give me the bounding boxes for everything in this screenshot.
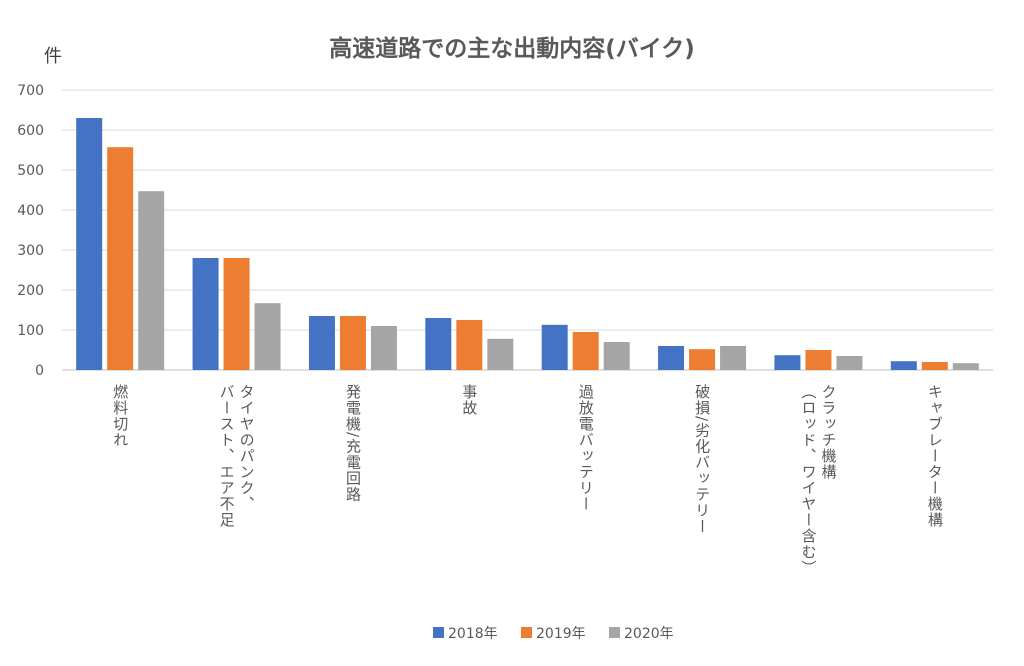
bar-2020年-4 [603, 342, 630, 370]
bar-2019年-0 [107, 147, 134, 370]
bar-2019年-2 [339, 316, 366, 370]
y-tick-label: 300 [17, 243, 44, 259]
bar-2019年-6 [805, 350, 832, 370]
bar-2018年-7 [890, 361, 917, 370]
legend-swatch [433, 627, 444, 638]
x-tick-label: 燃料切れ [111, 384, 130, 448]
x-tick-label: キャブレーター機構 [925, 384, 944, 528]
legend-swatch [521, 627, 532, 638]
x-tick-label: クラッチ機構 （ロッド、ワイヤー含む） [799, 384, 838, 576]
bar-2020年-7 [952, 363, 979, 370]
legend-label: 2020年 [624, 626, 674, 642]
bar-2020年-6 [836, 356, 863, 370]
y-tick-label: 600 [17, 123, 44, 139]
y-axis-label: 件 [44, 46, 62, 67]
bar-2019年-3 [456, 320, 483, 370]
x-tick-label: タイヤのパンク、 バースト、エア不足 [217, 384, 256, 528]
bar-2018年-1 [192, 258, 219, 370]
bar-2020年-2 [370, 326, 397, 370]
bar-2018年-0 [76, 118, 103, 370]
x-tick-label: 発電機/充電回路 [343, 384, 362, 503]
x-tick-label: 過放電バッテリー [576, 384, 595, 512]
bar-2020年-3 [487, 338, 514, 370]
bar-2020年-5 [720, 346, 747, 370]
bar-2018年-5 [658, 346, 685, 370]
bar-2019年-7 [921, 362, 948, 370]
y-tick-label: 200 [17, 283, 44, 299]
bar-2019年-5 [689, 349, 716, 370]
legend-label: 2018年 [448, 626, 498, 642]
x-tick-label: 事故 [460, 384, 479, 416]
legend-swatch [609, 627, 620, 638]
bar-2018年-6 [774, 355, 801, 370]
bar-2018年-3 [425, 318, 452, 370]
y-tick-label: 700 [17, 83, 44, 99]
x-tick-label: 破損/劣化バッテリー [693, 384, 712, 535]
bar-2019年-1 [223, 258, 250, 370]
y-tick-label: 0 [35, 363, 44, 379]
bar-2018年-4 [541, 324, 568, 370]
bar-2020年-0 [138, 191, 165, 370]
legend-label: 2019年 [536, 626, 586, 642]
bar-2018年-2 [308, 316, 335, 370]
bar-2019年-4 [572, 332, 599, 370]
y-tick-label: 500 [17, 163, 44, 179]
y-tick-label: 400 [17, 203, 44, 219]
chart-title: 高速道路での主な出動内容(バイク) [329, 35, 695, 62]
bar-2020年-1 [254, 303, 281, 370]
y-tick-label: 100 [17, 323, 44, 339]
